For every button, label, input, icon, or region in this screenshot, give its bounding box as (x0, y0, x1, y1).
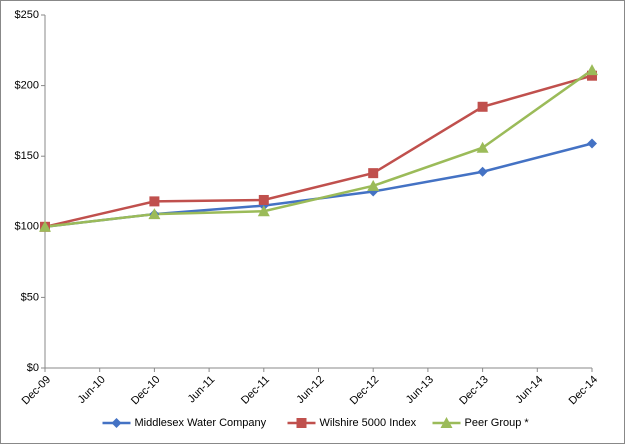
y-tick-label: $50 (21, 291, 39, 303)
marker (477, 101, 488, 112)
marker (258, 194, 269, 205)
marker (367, 179, 380, 191)
y-tick-label: $250 (15, 9, 39, 21)
marker (149, 196, 160, 207)
marker (477, 166, 488, 177)
marker (148, 208, 161, 220)
marker (257, 205, 270, 217)
series-line (44, 74, 593, 229)
marker (476, 141, 489, 153)
y-tick-label: $0 (27, 362, 39, 374)
series-line (44, 69, 593, 229)
y-tick-label: $200 (15, 80, 39, 92)
marker (587, 70, 597, 81)
legend-item: Peer Group * (432, 417, 530, 429)
y-tick-label: $100 (15, 221, 39, 233)
legend-label: Peer Group * (465, 417, 530, 429)
legend-marker (111, 418, 122, 428)
legend-marker (440, 417, 453, 428)
legend-item: Wilshire 5000 Index (287, 417, 417, 429)
marker (39, 220, 51, 232)
legend-label: Wilshire 5000 Index (320, 417, 417, 429)
legend-label: Middlesex Water Company (135, 417, 267, 429)
marker (587, 138, 597, 149)
y-tick-label: $150 (15, 150, 39, 162)
legend-item: Middlesex Water Company (102, 417, 267, 429)
legend-marker (296, 418, 307, 428)
marker (586, 64, 598, 76)
marker (368, 168, 379, 179)
